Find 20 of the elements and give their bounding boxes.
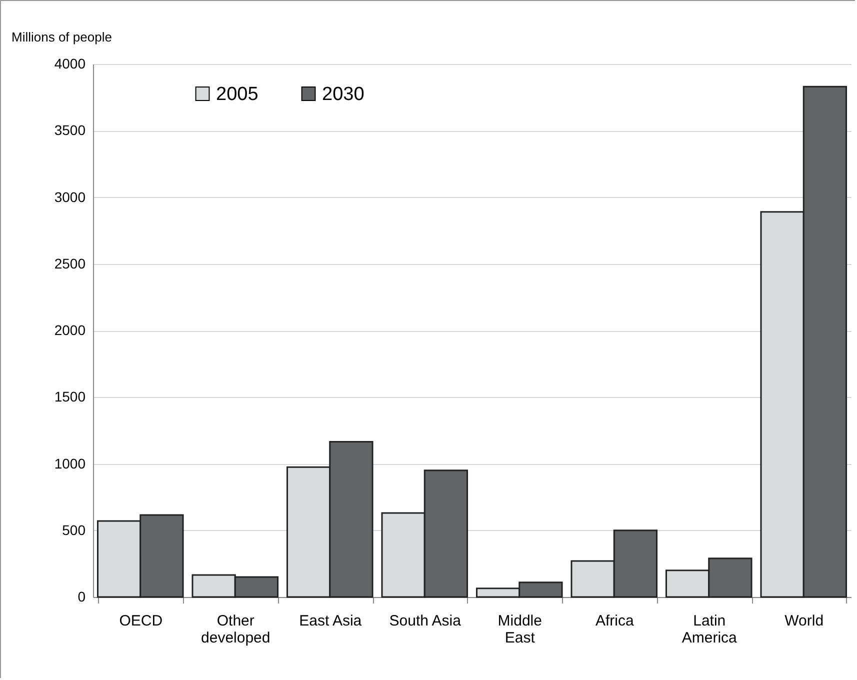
x-tick-label: East Asia [299,612,362,630]
y-tick-label: 4000 [54,56,86,72]
y-tick-label: 3000 [54,188,86,205]
y-tick-label: 1000 [54,455,86,472]
x-tick-label: Africa [595,612,634,630]
y-tick-label: 1500 [54,388,86,405]
y-tick-label: 2000 [54,322,86,338]
y-tick-label: 2500 [54,255,86,272]
legend-label: 2005 [216,84,258,105]
y-axis-title: Millions of people [12,30,112,44]
x-tick-label: World [784,612,824,630]
x-tick-label: South Asia [389,612,462,630]
x-tick-label: Latin America [682,612,738,646]
x-tick-label: Other developed [201,612,270,646]
x-tick-label: OECD [119,612,163,630]
x-tick-label: Middle East [498,612,542,646]
legend-label: 2030 [322,84,364,105]
y-tick-label: 0 [78,588,86,604]
y-tick-label: 3500 [54,122,86,138]
y-tick-label: 500 [62,522,86,538]
